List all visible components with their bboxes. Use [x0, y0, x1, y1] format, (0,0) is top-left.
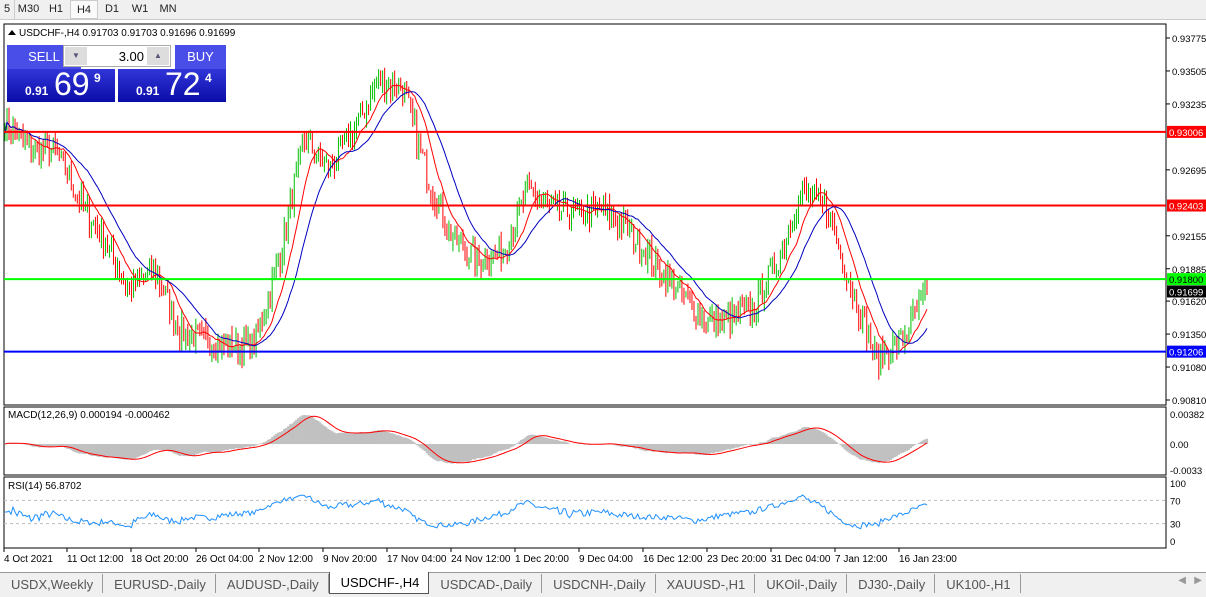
bid-price-label: 0.91699: [1169, 287, 1203, 298]
rsi-label: RSI(14) 56.8702: [8, 481, 82, 492]
tab-dj30[interactable]: DJ30-,Daily: [847, 574, 936, 593]
tab-usdcnh[interactable]: USDCNH-,Daily: [542, 574, 656, 593]
tab-xauusd[interactable]: XAUUSD-,H1: [656, 574, 756, 593]
buy-price-prefix: 0.91: [136, 84, 160, 98]
rsi-axis-label: 100: [1170, 479, 1186, 490]
time-axis-label: 9 Dec 04:00: [579, 554, 633, 565]
tf-mn[interactable]: MN: [159, 3, 177, 15]
one-click-trading-panel: SELL ▼ 3.00 ▲ BUY 0.91 69 9 0.91 72 4: [7, 45, 226, 102]
price-tag-label: 0.91800: [1169, 275, 1203, 286]
tf-m5[interactable]: 5: [3, 3, 11, 15]
tf-h1[interactable]: H1: [48, 3, 64, 15]
bid-price-tag: [1167, 285, 1206, 298]
buy-price-pips: 72: [165, 66, 201, 102]
tab-usdchf[interactable]: USDCHF-,H4: [328, 572, 430, 594]
moving-average-fast: [4, 84, 928, 354]
sell-price-prefix: 0.91: [25, 84, 49, 98]
lot-increase-icon[interactable]: ▲: [147, 47, 169, 65]
time-axis-label: 17 Nov 04:00: [387, 554, 447, 565]
tab-audusd[interactable]: AUDUSD-,Daily: [216, 574, 329, 593]
price-axis-label: 0.93505: [1172, 67, 1206, 78]
tab-scroll-arrows[interactable]: ◀ ▶: [1178, 575, 1202, 586]
tab-uk100[interactable]: UK100-,H1: [935, 574, 1021, 593]
moving-average-slow: [4, 91, 928, 347]
chart-window[interactable]: 0.93006 0.92403 0.91800 0.91206 0.91699 0.937…: [0, 22, 1206, 570]
price-axis-label: 0.91350: [1172, 330, 1206, 341]
price-tag: [1167, 125, 1206, 138]
collapse-icon[interactable]: [8, 30, 16, 35]
tab-ukoil[interactable]: UKOil-,Daily: [755, 574, 848, 593]
timeframe-toolbar: 5 M30 H1 H4 D1 W1 MN: [0, 0, 1206, 20]
rsi-line: [5, 494, 928, 530]
macd-axis-label: -0.0033: [1170, 466, 1202, 477]
price-tag: [1167, 345, 1206, 358]
buy-button[interactable]: BUY: [175, 45, 226, 69]
rsi-pane[interactable]: [3, 476, 1167, 549]
rsi-axis-label: 0: [1170, 537, 1175, 548]
time-axis-label: 2 Nov 12:00: [259, 554, 313, 565]
time-axis-label: 31 Dec 04:00: [771, 554, 831, 565]
time-axis-label: 11 Oct 12:00: [67, 554, 124, 565]
sell-price-pips: 69: [54, 66, 90, 102]
lot-size-input[interactable]: ▼ 3.00 ▲: [63, 45, 171, 67]
rsi-axis-label: 30: [1170, 520, 1181, 531]
price-tag: [1167, 199, 1206, 212]
time-axis-label: 24 Nov 12:00: [451, 554, 511, 565]
time-axis-label: 26 Oct 04:00: [196, 554, 254, 565]
tab-usdcad[interactable]: USDCAD-,Daily: [429, 574, 543, 593]
price-axis-label: 0.91080: [1172, 363, 1206, 374]
price-axis-label: 0.91885: [1172, 265, 1206, 276]
lot-value[interactable]: 3.00: [118, 49, 144, 64]
scroll-right-icon[interactable]: ▶: [1194, 575, 1202, 586]
price-axis-label: 0.92695: [1172, 166, 1206, 177]
sell-price[interactable]: 0.91 69 9: [7, 66, 115, 102]
price-tag-label: 0.93006: [1169, 128, 1203, 139]
tab-usdx[interactable]: USDX,Weekly: [0, 574, 104, 593]
price-axis-label: 0.93235: [1172, 100, 1206, 111]
time-axis-label: 16 Dec 12:00: [643, 554, 703, 565]
time-axis-label: 1 Dec 20:00: [515, 554, 569, 565]
chart-header: USDCHF-,H4 0.91703 0.91703 0.91696 0.916…: [19, 28, 236, 39]
buy-price[interactable]: 0.91 72 4: [118, 66, 226, 102]
time-axis-label: 9 Nov 20:00: [323, 554, 377, 565]
time-axis-label: 23 Dec 20:00: [707, 554, 767, 565]
buy-price-fraction: 4: [205, 71, 212, 85]
price-axis-label: 0.90810: [1172, 396, 1206, 407]
time-axis-label: 18 Oct 20:00: [131, 554, 189, 565]
price-axis-label: 0.91620: [1172, 297, 1206, 308]
time-axis-label: 4 Oct 2021: [4, 554, 53, 565]
macd-label: MACD(12,26,9) 0.000194 -0.000462: [8, 410, 170, 421]
scroll-left-icon[interactable]: ◀: [1178, 575, 1186, 586]
time-axis-label: 16 Jan 23:00: [899, 554, 957, 565]
macd-axis-label: 0.00382: [1170, 410, 1204, 421]
lot-decrease-icon[interactable]: ▼: [65, 47, 87, 65]
tab-eurusd[interactable]: EURUSD-,Daily: [103, 574, 216, 593]
macd-pane[interactable]: [3, 406, 1167, 476]
price-tag-label: 0.91206: [1169, 348, 1203, 359]
sell-price-fraction: 9: [94, 71, 101, 85]
macd-axis-label: 0.00: [1170, 440, 1189, 451]
rsi-axis-label: 70: [1170, 496, 1181, 507]
tf-w1[interactable]: W1: [131, 3, 149, 15]
tf-d1[interactable]: D1: [104, 3, 120, 15]
price-tag-label: 0.92403: [1169, 202, 1203, 213]
chart-tabs: USDX,Weekly EURUSD-,Daily AUDUSD-,Daily …: [0, 572, 1206, 597]
price-axis-label: 0.93775: [1172, 34, 1206, 45]
time-axis-label: 7 Jan 12:00: [835, 554, 888, 565]
price-axis-label: 0.92155: [1172, 232, 1206, 243]
tf-h4[interactable]: H4: [70, 0, 98, 19]
macd-signal-line: [4, 415, 928, 464]
price-tag: [1167, 273, 1206, 286]
tf-m30[interactable]: M30: [14, 0, 42, 19]
